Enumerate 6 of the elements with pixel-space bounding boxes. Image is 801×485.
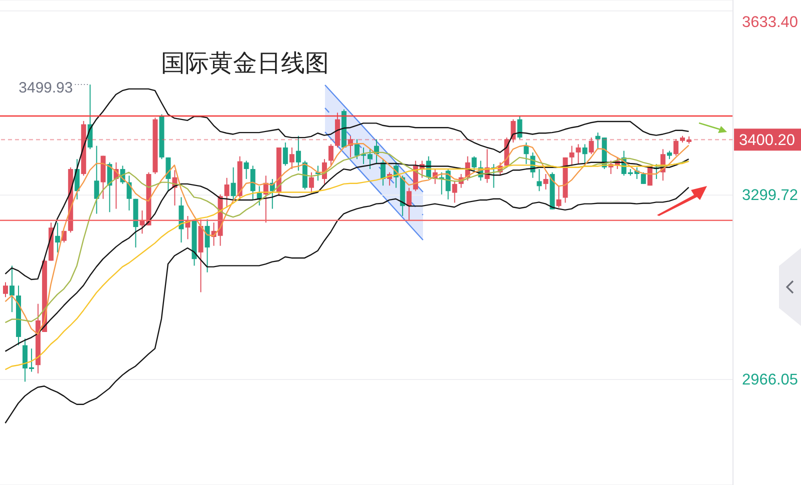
ref-line-label: 3400.20 xyxy=(739,132,796,150)
y-tick-label: 3299.72 xyxy=(742,187,798,204)
text: 国际黄金日线图 xyxy=(161,50,329,78)
y-tick-label: 3633.40 xyxy=(742,14,798,31)
annotation: 3499.93 xyxy=(18,80,73,97)
y-tick-label: 2966.05 xyxy=(742,371,798,388)
